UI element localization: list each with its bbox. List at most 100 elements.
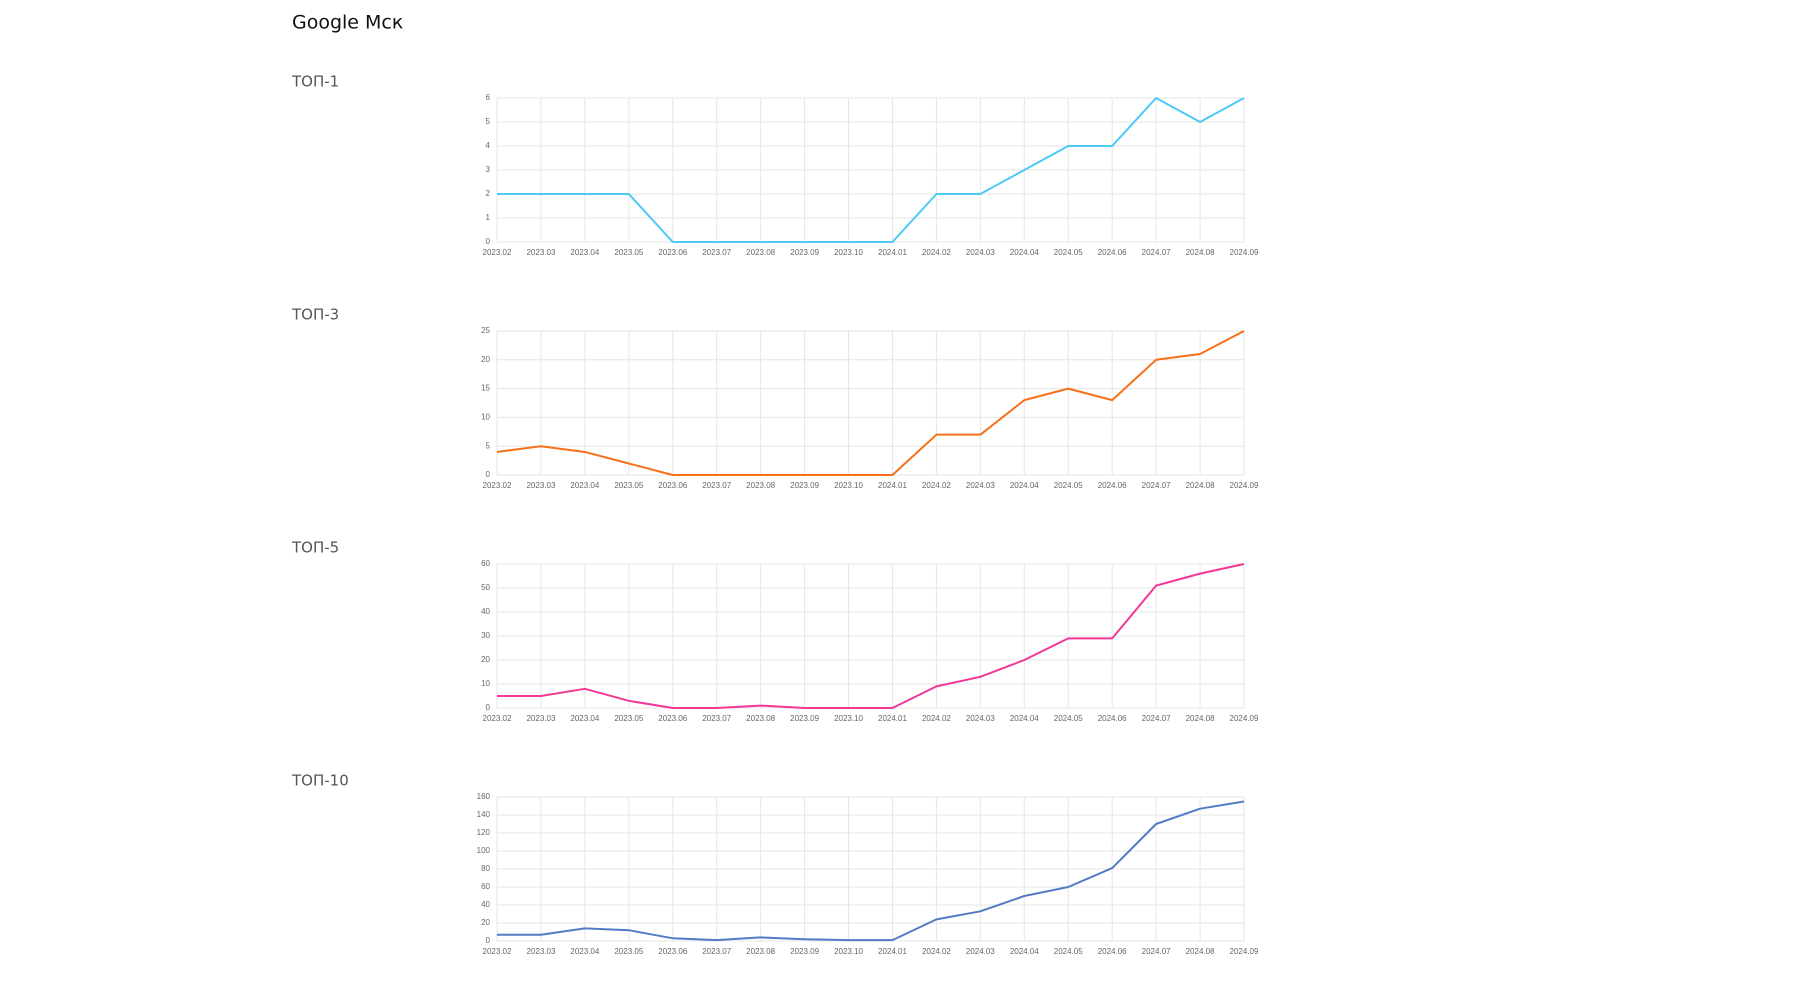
x-tick-label: 2024.05 <box>1054 714 1083 723</box>
x-tick-label: 2024.03 <box>966 714 995 723</box>
x-tick-label: 2023.02 <box>483 947 512 956</box>
x-tick-label: 2023.05 <box>614 481 643 490</box>
section-title: ТОП-10 <box>291 772 349 790</box>
y-tick-label: 4 <box>486 141 491 150</box>
x-tick-label: 2023.10 <box>834 248 863 257</box>
x-tick-label: 2023.03 <box>526 248 555 257</box>
y-tick-label: 10 <box>481 679 490 688</box>
x-tick-label: 2023.04 <box>570 947 599 956</box>
x-tick-label: 2023.07 <box>702 714 731 723</box>
page-title: Google Мск <box>292 12 403 34</box>
x-tick-label: 2024.08 <box>1186 481 1215 490</box>
y-tick-label: 80 <box>481 864 490 873</box>
y-tick-label: 60 <box>481 882 490 891</box>
y-tick-label: 25 <box>481 326 490 335</box>
y-tick-label: 100 <box>477 846 491 855</box>
x-tick-label: 2023.09 <box>790 481 819 490</box>
x-tick-label: 2024.07 <box>1142 714 1171 723</box>
x-tick-label: 2023.07 <box>702 947 731 956</box>
y-tick-label: 140 <box>477 810 491 819</box>
x-tick-label: 2023.05 <box>614 248 643 257</box>
y-tick-label: 3 <box>486 165 491 174</box>
y-tick-label: 160 <box>477 792 491 801</box>
x-tick-label: 2023.06 <box>658 481 687 490</box>
y-tick-label: 120 <box>477 828 491 837</box>
x-tick-label: 2024.01 <box>878 248 907 257</box>
x-tick-label: 2024.05 <box>1054 481 1083 490</box>
y-tick-label: 20 <box>481 655 490 664</box>
data-line <box>497 800 1245 942</box>
x-tick-label: 2024.07 <box>1142 248 1171 257</box>
x-tick-label: 2023.10 <box>834 947 863 956</box>
x-tick-label: 2023.08 <box>746 947 775 956</box>
x-tick-label: 2023.08 <box>746 714 775 723</box>
x-tick-label: 2024.01 <box>878 714 907 723</box>
x-tick-label: 2024.09 <box>1230 947 1259 956</box>
y-tick-label: 20 <box>481 918 490 927</box>
x-tick-label: 2024.03 <box>966 947 995 956</box>
x-tick-label: 2024.02 <box>922 947 951 956</box>
x-tick-label: 2024.06 <box>1098 714 1127 723</box>
x-tick-label: 2023.03 <box>526 481 555 490</box>
y-tick-label: 1 <box>486 213 491 222</box>
y-tick-label: 6 <box>486 93 491 102</box>
x-tick-label: 2023.02 <box>483 714 512 723</box>
x-tick-label: 2023.10 <box>834 714 863 723</box>
y-tick-label: 0 <box>486 470 491 479</box>
x-tick-label: 2024.06 <box>1098 947 1127 956</box>
x-tick-label: 2023.04 <box>570 714 599 723</box>
x-tick-label: 2024.02 <box>922 481 951 490</box>
x-tick-label: 2023.09 <box>790 947 819 956</box>
x-tick-label: 2024.06 <box>1098 248 1127 257</box>
x-tick-label: 2023.07 <box>702 481 731 490</box>
x-tick-label: 2023.02 <box>483 248 512 257</box>
y-tick-label: 20 <box>481 355 490 364</box>
x-tick-label: 2024.09 <box>1230 714 1259 723</box>
y-tick-label: 15 <box>481 384 490 393</box>
x-tick-label: 2023.08 <box>746 248 775 257</box>
x-tick-label: 2023.06 <box>658 947 687 956</box>
y-tick-label: 5 <box>486 117 491 126</box>
x-tick-label: 2023.04 <box>570 248 599 257</box>
x-tick-label: 2024.02 <box>922 248 951 257</box>
section-title: ТОП-5 <box>291 539 339 557</box>
section-title: ТОП-1 <box>291 73 339 91</box>
x-tick-label: 2024.01 <box>878 947 907 956</box>
data-line <box>496 330 1245 476</box>
x-tick-label: 2024.01 <box>878 481 907 490</box>
x-tick-label: 2023.02 <box>483 481 512 490</box>
x-tick-label: 2023.03 <box>526 714 555 723</box>
x-tick-label: 2024.08 <box>1186 947 1215 956</box>
x-tick-label: 2024.07 <box>1142 481 1171 490</box>
y-tick-label: 2 <box>486 189 491 198</box>
y-tick-label: 0 <box>486 703 491 712</box>
x-tick-label: 2024.09 <box>1230 481 1259 490</box>
x-tick-label: 2024.04 <box>1010 248 1039 257</box>
x-tick-label: 2023.05 <box>614 947 643 956</box>
x-tick-label: 2023.03 <box>526 947 555 956</box>
y-tick-label: 40 <box>481 900 490 909</box>
data-line <box>497 97 1245 243</box>
x-tick-label: 2023.09 <box>790 714 819 723</box>
x-tick-label: 2024.07 <box>1142 947 1171 956</box>
y-tick-label: 60 <box>481 559 490 568</box>
x-tick-label: 2024.05 <box>1054 248 1083 257</box>
x-tick-label: 2023.07 <box>702 248 731 257</box>
y-tick-label: 50 <box>481 583 490 592</box>
x-tick-label: 2024.02 <box>922 714 951 723</box>
data-line <box>497 563 1245 709</box>
x-tick-label: 2024.04 <box>1010 481 1039 490</box>
x-tick-label: 2024.03 <box>966 481 995 490</box>
y-tick-label: 40 <box>481 607 490 616</box>
y-tick-label: 30 <box>481 631 490 640</box>
y-tick-label: 5 <box>486 441 491 450</box>
x-tick-label: 2023.08 <box>746 481 775 490</box>
section-title: ТОП-3 <box>291 306 339 324</box>
x-tick-label: 2023.10 <box>834 481 863 490</box>
y-tick-label: 0 <box>486 237 491 246</box>
x-tick-label: 2024.03 <box>966 248 995 257</box>
y-tick-label: 0 <box>486 936 491 945</box>
x-tick-label: 2024.06 <box>1098 481 1127 490</box>
x-tick-label: 2024.04 <box>1010 947 1039 956</box>
